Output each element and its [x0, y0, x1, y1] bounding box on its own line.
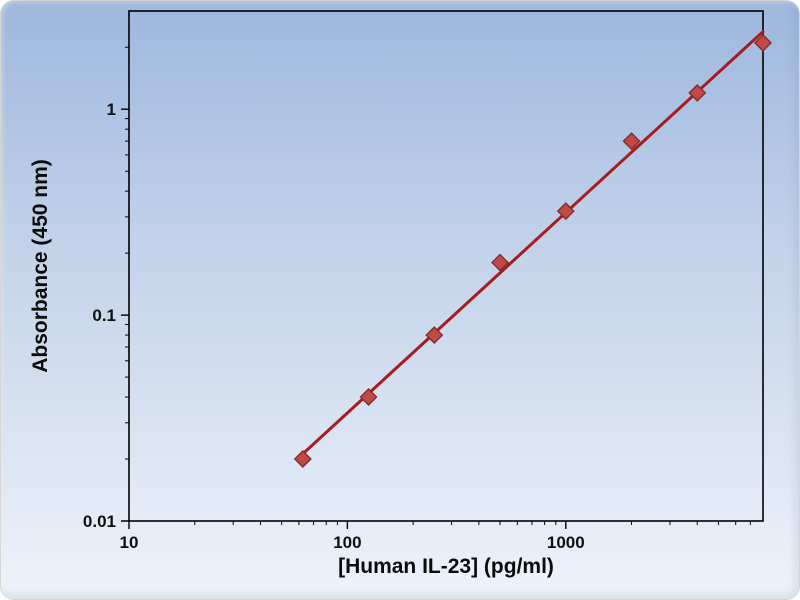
- data-point-marker: [622, 132, 641, 151]
- x-axis-title: [Human IL-23] (pg/ml): [338, 555, 554, 578]
- y-tick-label: 0.1: [92, 306, 116, 325]
- data-point-marker: [754, 33, 772, 52]
- y-tick-label: 1: [107, 100, 116, 119]
- x-tick-label: 100: [333, 533, 361, 552]
- y-axis-title: Absorbance (450 nm): [29, 159, 52, 373]
- data-point-marker: [425, 326, 444, 345]
- x-tick-label: 10: [120, 533, 139, 552]
- x-tick-label: 1000: [547, 533, 585, 552]
- data-point-marker: [491, 253, 510, 272]
- data-point-marker: [293, 450, 312, 469]
- trend-line: [301, 30, 765, 456]
- y-tick-label: 0.01: [83, 512, 116, 531]
- plot-border: [128, 10, 764, 522]
- data-point-marker: [688, 83, 707, 102]
- data-point-marker: [359, 388, 378, 407]
- data-point-marker: [556, 202, 575, 221]
